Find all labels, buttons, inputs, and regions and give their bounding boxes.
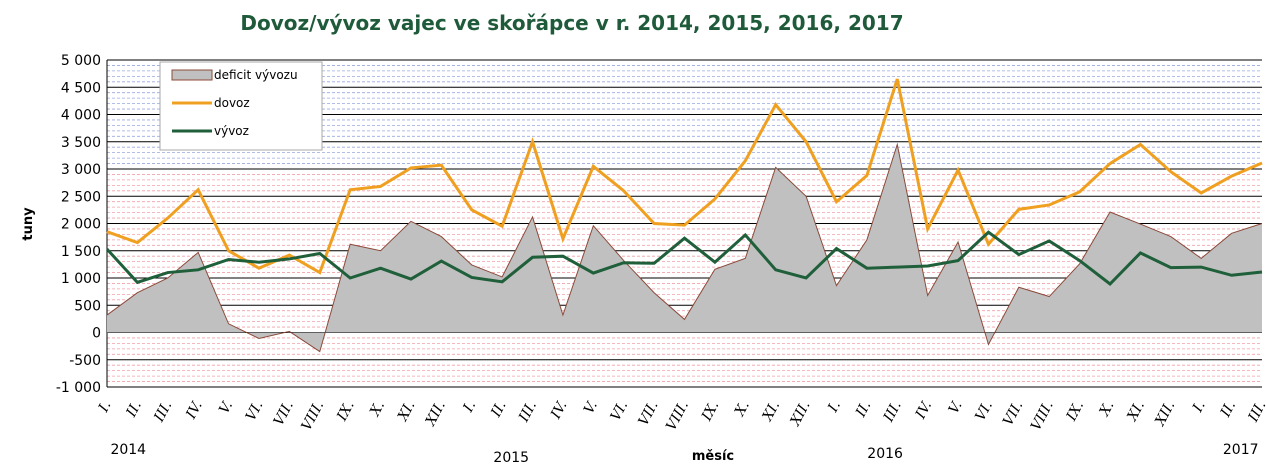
y-tick-label: 0: [92, 326, 101, 342]
x-tick-label: II.: [853, 398, 875, 420]
legend: deficit vývozu dovoz vývoz: [159, 61, 323, 151]
y-tick-label: 1 000: [61, 271, 101, 287]
x-tick-label: IV.: [548, 398, 571, 422]
x-tick-label: I.: [825, 398, 844, 415]
x-tick-label: IV.: [912, 398, 935, 422]
x-tick-label: IX.: [1063, 398, 1087, 424]
x-tick-label: I.: [1189, 398, 1208, 415]
x-tick-label: X.: [1096, 398, 1117, 419]
line: [105, 230, 1263, 286]
year-label: 2014: [110, 442, 146, 458]
x-tick-label: XI.: [395, 398, 419, 424]
legend-label: deficit vývozu: [214, 68, 298, 82]
x-tick-label: X.: [731, 398, 752, 419]
x-tick-label: II.: [488, 398, 510, 420]
y-tick-label: -1 000: [56, 380, 101, 396]
y-tick-label: 500: [74, 298, 101, 314]
x-tick-label: XII.: [422, 398, 449, 429]
x-tick-label: XI.: [759, 398, 783, 424]
y-tick-label: -500: [69, 353, 101, 369]
year-label: 2015: [493, 450, 529, 466]
legend-swatch: [171, 69, 213, 81]
x-tick-label: X.: [367, 398, 388, 419]
y-tick-label: 3 000: [61, 162, 101, 178]
x-tick-label: VIII.: [299, 398, 328, 433]
x-tick-label: IX.: [698, 398, 722, 424]
y-tick-label: 4 000: [61, 108, 101, 124]
x-tick-label: VII.: [271, 398, 297, 428]
x-tick-label: VII.: [635, 398, 661, 428]
x-tick-label: VI.: [608, 398, 632, 423]
year-label: 2016: [867, 446, 903, 462]
x-tick-label: I.: [95, 398, 114, 415]
legend-label: dovoz: [214, 96, 250, 110]
x-tick-label: XII.: [1152, 398, 1179, 429]
y-axis-title: tuny: [21, 207, 36, 241]
legend-label: vývoz: [214, 124, 249, 138]
x-tick-label: III.: [151, 398, 175, 425]
x-tick-label: II.: [1217, 398, 1239, 420]
x-tick-label: IX.: [334, 398, 358, 424]
x-tick-label: I.: [460, 398, 479, 415]
y-tick-label: 4 500: [61, 80, 101, 96]
x-axis-title: měsíc: [692, 449, 734, 464]
y-tick-label: 1 500: [61, 244, 101, 260]
x-tick-label: VIII.: [663, 398, 692, 433]
x-tick-label: V.: [216, 398, 236, 416]
x-tick-label: XI.: [1124, 398, 1148, 424]
y-tick-label: 3 500: [61, 135, 101, 151]
chart-title: Dovoz/vývoz vajec ve skořápce v r. 2014,…: [240, 11, 903, 35]
x-tick-label: V.: [581, 398, 601, 416]
y-tick-label: 2 000: [61, 217, 101, 233]
line: [106, 78, 1263, 275]
x-tick-label: V.: [946, 398, 966, 416]
x-tick-label: II.: [123, 398, 145, 420]
area: [107, 144, 1262, 352]
x-tick-label: VII.: [1000, 398, 1026, 428]
x-tick-label: IV.: [183, 398, 206, 422]
y-tick-label: 5 000: [61, 53, 101, 69]
x-tick-label: III.: [1245, 398, 1266, 425]
x-tick-label: VI.: [243, 398, 267, 423]
x-tick-label: XII.: [787, 398, 814, 429]
year-label: 2017: [1223, 442, 1259, 458]
area-edge: [106, 142, 1263, 353]
y-tick-label: 2 500: [61, 189, 101, 205]
x-tick-label: III.: [880, 398, 904, 425]
x-tick-label: III.: [516, 398, 540, 425]
x-tick-label: VI.: [972, 398, 996, 423]
x-tick-label: VIII.: [1028, 398, 1057, 433]
